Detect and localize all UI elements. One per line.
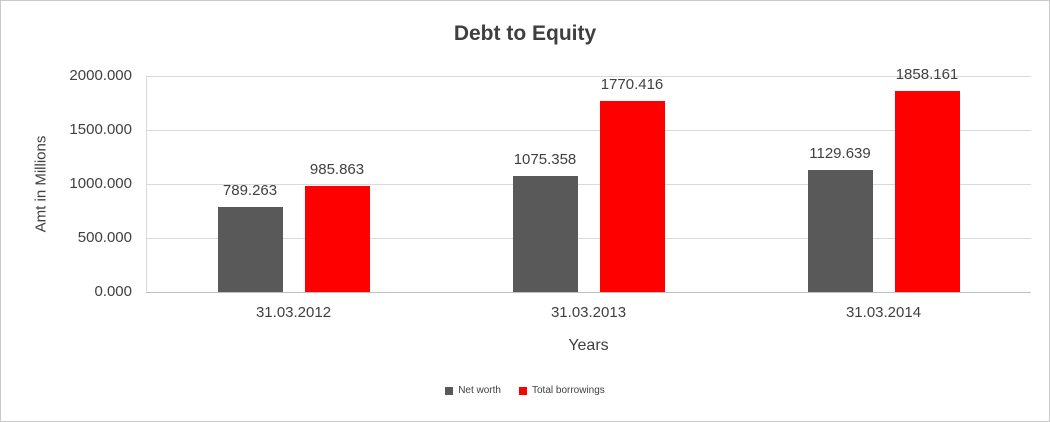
y-tick-label: 0.000	[94, 283, 132, 300]
bar-total-borrowings	[894, 91, 960, 292]
legend-label: Total borrowings	[531, 385, 605, 396]
y-tick-label: 500.000	[77, 229, 132, 246]
y-tick-label: 1500.000	[69, 121, 132, 138]
gridline	[146, 130, 1031, 131]
legend-marker-icon	[518, 386, 527, 395]
x-axis-tick-labels: 31.03.2012 31.03.2013 31.03.2014	[146, 304, 1031, 324]
legend: Net worth Total borrowings	[1, 385, 1049, 396]
value-label-total-borrowings: 1770.416	[600, 75, 664, 93]
gridline	[146, 184, 1031, 185]
legend-item-net-worth: Net worth	[445, 385, 501, 396]
chart-title: Debt to Equity	[453, 22, 597, 45]
bar-net-worth	[217, 206, 283, 292]
gridline	[146, 76, 1031, 77]
x-tick-label: 31.03.2013	[550, 304, 627, 321]
y-tick-label: 2000.000	[69, 67, 132, 84]
bar-net-worth	[807, 170, 873, 292]
y-axis-tick-labels: 0.000 500.000 1000.000 1500.000 2000.000	[1, 67, 132, 300]
bar-total-borrowings	[304, 185, 370, 292]
plot-area: 789.263 985.863 1075.358 1770.416 1129.639 18…	[146, 66, 1031, 293]
gridline	[146, 238, 1031, 239]
y-axis-line	[146, 76, 147, 292]
x-axis-line	[146, 292, 1031, 293]
x-axis-title: Years	[568, 337, 609, 354]
bar-total-borrowings	[599, 100, 665, 292]
x-tick-label: 31.03.2014	[845, 304, 922, 321]
x-tick-label: 31.03.2012	[255, 304, 332, 321]
value-label-net-worth: 1075.358	[513, 150, 577, 168]
legend-item-total-borrowings: Total borrowings	[518, 385, 605, 396]
legend-marker-icon	[445, 386, 454, 395]
value-label-net-worth: 789.263	[222, 181, 278, 199]
bar-net-worth	[512, 175, 578, 292]
value-label-total-borrowings: 985.863	[309, 160, 365, 178]
value-label-net-worth: 1129.639	[809, 144, 871, 162]
y-tick-label: 1000.000	[69, 175, 132, 192]
value-label-total-borrowings: 1858.161	[895, 66, 959, 84]
legend-label: Net worth	[458, 385, 501, 396]
